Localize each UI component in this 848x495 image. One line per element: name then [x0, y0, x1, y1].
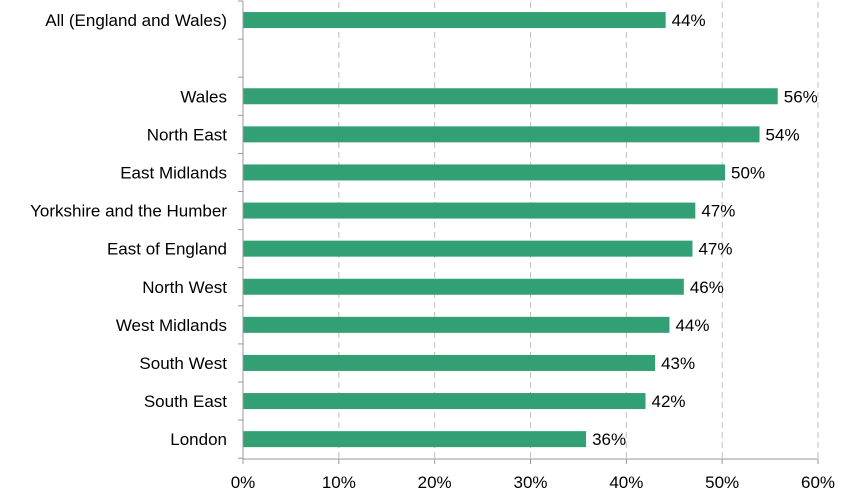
category-label-all-england-and-wales: All (England and Wales): [45, 11, 227, 30]
category-label-south-west: South West: [139, 354, 227, 373]
x-tick-label-20: 20%: [418, 473, 452, 492]
bar-wales: [243, 88, 778, 105]
x-tick-label-0: 0%: [231, 473, 256, 492]
bar-yorkshire-and-the-humber: [243, 202, 696, 219]
axes: [238, 0, 819, 464]
value-label-east-midlands: 50%: [731, 163, 765, 182]
x-tick-label-30: 30%: [513, 473, 547, 492]
value-label-north-west: 46%: [690, 278, 724, 297]
value-label-wales: 56%: [784, 87, 818, 106]
value-label-south-west: 43%: [661, 354, 695, 373]
value-label-south-east: 42%: [652, 392, 686, 411]
bar-north-west: [243, 278, 684, 295]
category-label-north-east: North East: [147, 125, 228, 144]
bar-south-east: [243, 393, 646, 410]
x-tick-label-50: 50%: [705, 473, 739, 492]
x-tick-label-10: 10%: [322, 473, 356, 492]
bar-all-england-and-wales: [243, 12, 666, 29]
value-label-london: 36%: [592, 430, 626, 449]
category-label-wales: Wales: [180, 87, 227, 106]
bar-south-west: [243, 354, 656, 371]
category-label-west-midlands: West Midlands: [116, 316, 227, 335]
value-label-west-midlands: 44%: [675, 316, 709, 335]
category-label-east-of-england: East of England: [107, 240, 227, 259]
gridlines: [338, 2, 819, 459]
x-tick-label-40: 40%: [609, 473, 643, 492]
value-label-east-of-england: 47%: [698, 240, 732, 259]
bar-east-midlands: [243, 164, 726, 181]
value-label-yorkshire-and-the-humber: 47%: [701, 202, 735, 221]
category-label-yorkshire-and-the-humber: Yorkshire and the Humber: [30, 202, 227, 221]
category-label-south-east: South East: [144, 392, 227, 411]
bar-london: [243, 431, 587, 448]
category-label-north-west: North West: [142, 278, 227, 297]
bar-east-of-england: [243, 240, 693, 257]
labels: 44% All (England and Wales) 56% Wales 54% Nor…: [30, 11, 835, 492]
bars: [243, 12, 778, 448]
category-label-east-midlands: East Midlands: [120, 163, 227, 182]
category-label-london: London: [170, 430, 227, 449]
x-tick-label-60: 60%: [801, 473, 835, 492]
bar-west-midlands: [243, 316, 670, 333]
value-label-north-east: 54%: [766, 125, 800, 144]
value-label-all-england-and-wales: 44%: [672, 11, 706, 30]
bar-north-east: [243, 126, 760, 143]
